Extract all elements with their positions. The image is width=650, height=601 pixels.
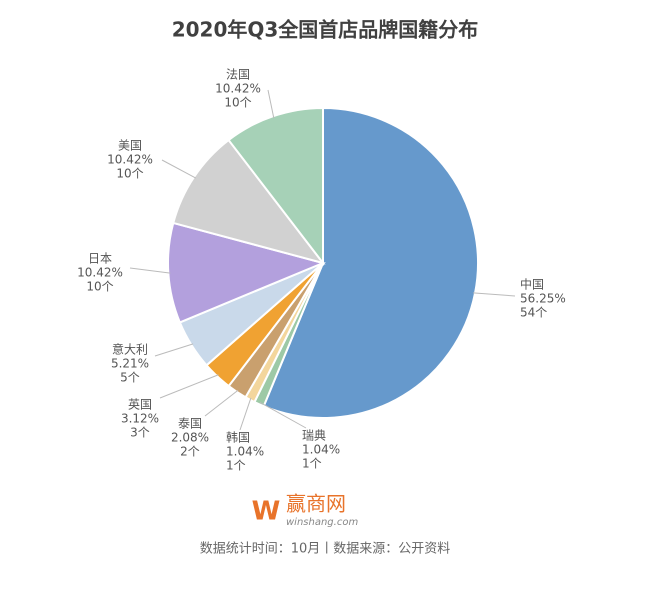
slice-percent: 10.42% (215, 82, 261, 96)
slice-name: 英国 (128, 398, 152, 412)
slice-percent: 3.12% (121, 412, 159, 426)
slice-percent: 10.42% (107, 153, 153, 167)
logo-text: 赢商网 (286, 492, 346, 516)
slice-name: 瑞典 (302, 429, 326, 443)
slice-count: 5个 (120, 371, 140, 385)
leader-line (239, 397, 252, 431)
logo-url: winshang.com (286, 517, 358, 528)
slice-name: 中国 (520, 277, 544, 292)
slice-count: 10个 (116, 167, 143, 181)
slice-name: 意大利 (112, 342, 148, 357)
slice-count: 2个 (180, 445, 200, 459)
slice-name: 日本 (88, 252, 112, 266)
slice-count: 10个 (86, 280, 113, 294)
slice-percent: 10.42% (77, 266, 123, 280)
leader-line (204, 389, 239, 417)
slice-name: 美国 (118, 139, 142, 153)
slice-percent: 2.08% (171, 431, 209, 445)
slice-name: 泰国 (178, 417, 202, 431)
slice-percent: 1.04% (226, 445, 264, 459)
slice-percent: 56.25% (520, 292, 566, 306)
leader-line (159, 374, 219, 399)
leader-line (473, 292, 516, 297)
slice-name: 韩国 (226, 430, 250, 445)
leader-line (161, 159, 196, 179)
slice-name: 法国 (226, 68, 250, 82)
leader-line (154, 343, 194, 357)
chart-title: 2020年Q3全国首店品牌国籍分布 (172, 18, 479, 42)
slice-percent: 1.04% (302, 443, 340, 457)
leader-line (129, 267, 171, 274)
footer: 数据统计时间：10月丨数据来源：公开资料 (200, 542, 451, 557)
slice-percent: 5.21% (111, 357, 149, 371)
leader-line (259, 401, 307, 429)
slice-count: 10个 (224, 96, 251, 110)
slice-count: 3个 (130, 426, 150, 440)
logo: W 赢商网 winshang.com (252, 492, 359, 529)
logo-mark: W (252, 497, 281, 527)
slice-count: 1个 (302, 457, 322, 471)
leader-line (267, 89, 275, 119)
slice-count: 54个 (520, 306, 547, 320)
slice-count: 1个 (226, 459, 246, 473)
